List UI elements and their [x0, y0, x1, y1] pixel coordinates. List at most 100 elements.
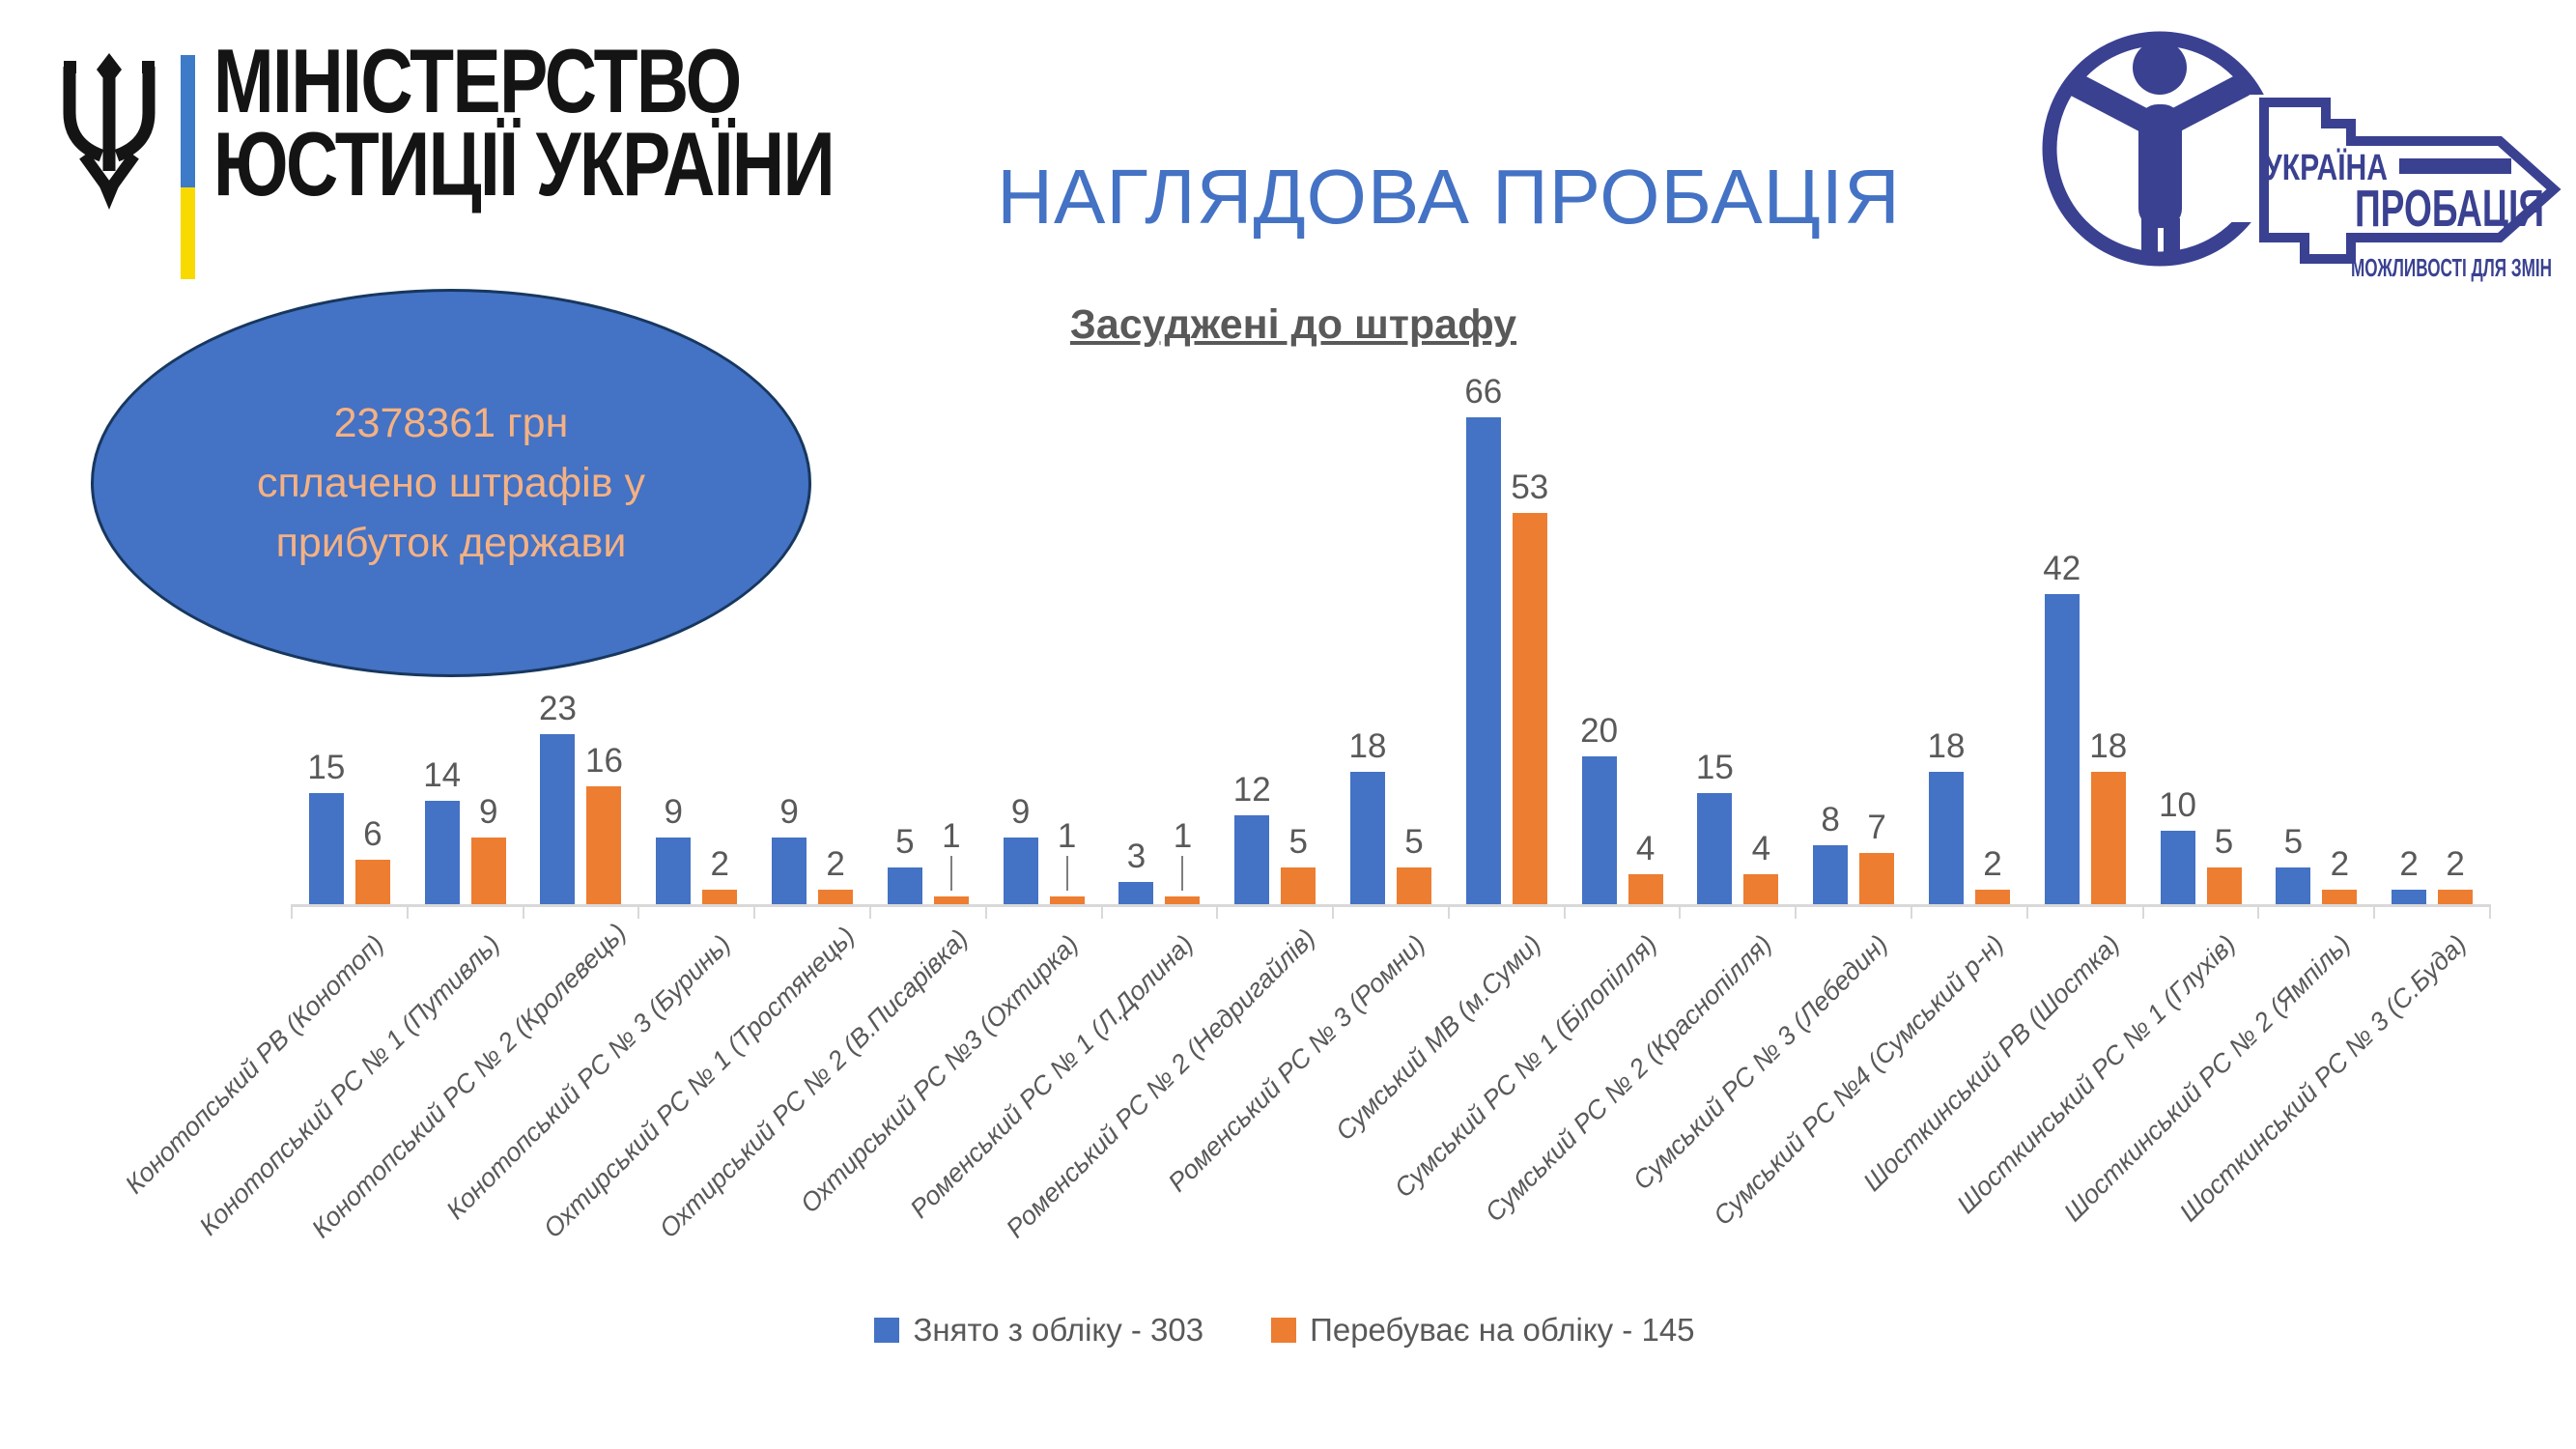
- callout-line-2: сплачено штрафів у: [256, 460, 645, 506]
- bar: [1281, 867, 1316, 904]
- label-leader-line: [1065, 856, 1068, 892]
- legend-item: Знято з обліку - 303: [874, 1312, 1203, 1349]
- axis-tick: [1100, 904, 1103, 919]
- bar-value-label: 18: [1927, 726, 1966, 765]
- fines-callout: 2378361 грн сплачено штрафів у прибуток …: [91, 289, 811, 677]
- axis-tick: [868, 904, 871, 919]
- bar-value-label: 18: [1348, 726, 1387, 765]
- chart-title: Засуджені до штрафу: [1069, 301, 1517, 348]
- bar-value-label: 12: [1232, 771, 1271, 810]
- bar: [1697, 793, 1733, 904]
- axis-tick: [291, 904, 293, 919]
- bar: [702, 889, 738, 904]
- bar: [933, 896, 969, 904]
- bar: [1165, 896, 1201, 904]
- legend-swatch: [874, 1318, 900, 1343]
- ministry-name-line1: МІНІСТЕРСТВО: [213, 30, 742, 131]
- page-title: НАГЛЯДОВА ПРОБАЦІЯ: [997, 154, 1901, 240]
- axis-tick: [753, 904, 756, 919]
- bar-value-label: 16: [585, 741, 623, 780]
- flag-bar: [181, 55, 195, 279]
- probation-logo: УКРАЇНА ПРОБАЦІЯ МОЖЛИВОСТІ ДЛЯ ЗМІН: [2042, 31, 2562, 282]
- bar-value-label: 9: [1010, 793, 1031, 832]
- bar-value-label: 5: [2283, 822, 2304, 861]
- bar-value-label: 9: [664, 793, 683, 832]
- chart-legend: Знято з обліку - 303 Перебуває на обліку …: [753, 1312, 1816, 1349]
- bar: [586, 785, 622, 904]
- bar: [1859, 852, 1895, 904]
- bar: [2438, 889, 2474, 904]
- label-leader-line: [949, 856, 952, 892]
- bar-value-label: 1: [1173, 817, 1193, 856]
- bar-value-label: 66: [1464, 373, 1503, 412]
- bar-value-label: 2: [710, 844, 729, 883]
- bar-value-label: 5: [1404, 822, 1424, 861]
- bar-value-label: 9: [478, 793, 498, 832]
- bar: [1049, 896, 1085, 904]
- bar-value-label: 42: [2043, 550, 2081, 588]
- callout-line-3: прибуток держави: [275, 520, 627, 566]
- bar-value-label: 5: [895, 822, 915, 861]
- bar: [308, 793, 344, 904]
- axis-tick: [2489, 904, 2491, 919]
- legend-swatch: [1271, 1318, 1297, 1343]
- axis-tick: [2257, 904, 2260, 919]
- bar-value-label: 3: [1126, 838, 1146, 876]
- bar: [1397, 867, 1431, 904]
- bar: [1974, 889, 2010, 904]
- bar-value-label: 9: [779, 793, 799, 832]
- axis-tick: [1447, 904, 1450, 919]
- ministry-logo: МІНІСТЕРСТВО ЮСТИЦІЇ УКРАЇНИ: [53, 24, 971, 304]
- bar: [1581, 756, 1617, 904]
- bar-value-label: 4: [1751, 830, 1771, 868]
- ministry-name: МІНІСТЕРСТВО ЮСТИЦІЇ УКРАЇНИ: [213, 30, 835, 214]
- axis-tick: [1911, 904, 1913, 919]
- bar: [1928, 771, 1964, 904]
- bar-value-label: 2: [1983, 844, 2002, 883]
- bar: [2392, 889, 2427, 904]
- bar-value-label: 6: [363, 815, 382, 854]
- trident-icon: [63, 53, 156, 210]
- probation-logo-country: УКРАЇНА: [2264, 147, 2388, 188]
- axis-tick: [522, 904, 524, 919]
- axis-tick: [1679, 904, 1682, 919]
- ministry-name-line2: ЮСТИЦІЇ УКРАЇНИ: [213, 113, 835, 214]
- bar: [818, 889, 854, 904]
- bar-value-label: 18: [2089, 726, 2128, 765]
- bar-value-label: 15: [1695, 749, 1734, 787]
- axis-tick: [637, 904, 640, 919]
- axis-tick: [1332, 904, 1335, 919]
- callout-line-1: 2378361 грн: [333, 400, 569, 446]
- bar: [1743, 874, 1779, 904]
- bar: [354, 860, 390, 904]
- label-leader-line: [1181, 856, 1184, 892]
- bar-value-label: 10: [2159, 785, 2196, 824]
- bar-value-label: 20: [1580, 712, 1619, 751]
- probation-logo-graphic: [2042, 31, 2562, 267]
- bar-value-label: 2: [826, 844, 845, 883]
- bar-value-label: 7: [1867, 808, 1886, 846]
- axis-tick: [1563, 904, 1566, 919]
- bar-value-label: 2: [2399, 844, 2419, 883]
- probation-logo-tagline: МОЖЛИВОСТІ ДЛЯ ЗМІН: [2351, 253, 2552, 282]
- bar-value-label: 15: [307, 749, 346, 787]
- legend-label: Знято з обліку - 303: [913, 1312, 1204, 1348]
- bar-value-label: 1: [942, 817, 961, 856]
- bar-value-label: 4: [1635, 830, 1656, 868]
- bar: [2044, 594, 2080, 904]
- axis-tick: [2373, 904, 2376, 919]
- axis-tick: [1216, 904, 1219, 919]
- bar: [1234, 815, 1270, 904]
- bar: [2160, 830, 2195, 904]
- bar: [1628, 874, 1663, 904]
- bar: [424, 801, 460, 904]
- bar: [2090, 771, 2126, 904]
- legend-item: Перебуває на обліку - 145: [1271, 1312, 1695, 1349]
- bar: [2206, 867, 2242, 904]
- bar-value-label: 2: [2330, 844, 2350, 883]
- bar: [1465, 417, 1501, 904]
- bar-value-label: 8: [1821, 800, 1840, 838]
- bar: [1813, 844, 1849, 904]
- bar: [772, 838, 807, 904]
